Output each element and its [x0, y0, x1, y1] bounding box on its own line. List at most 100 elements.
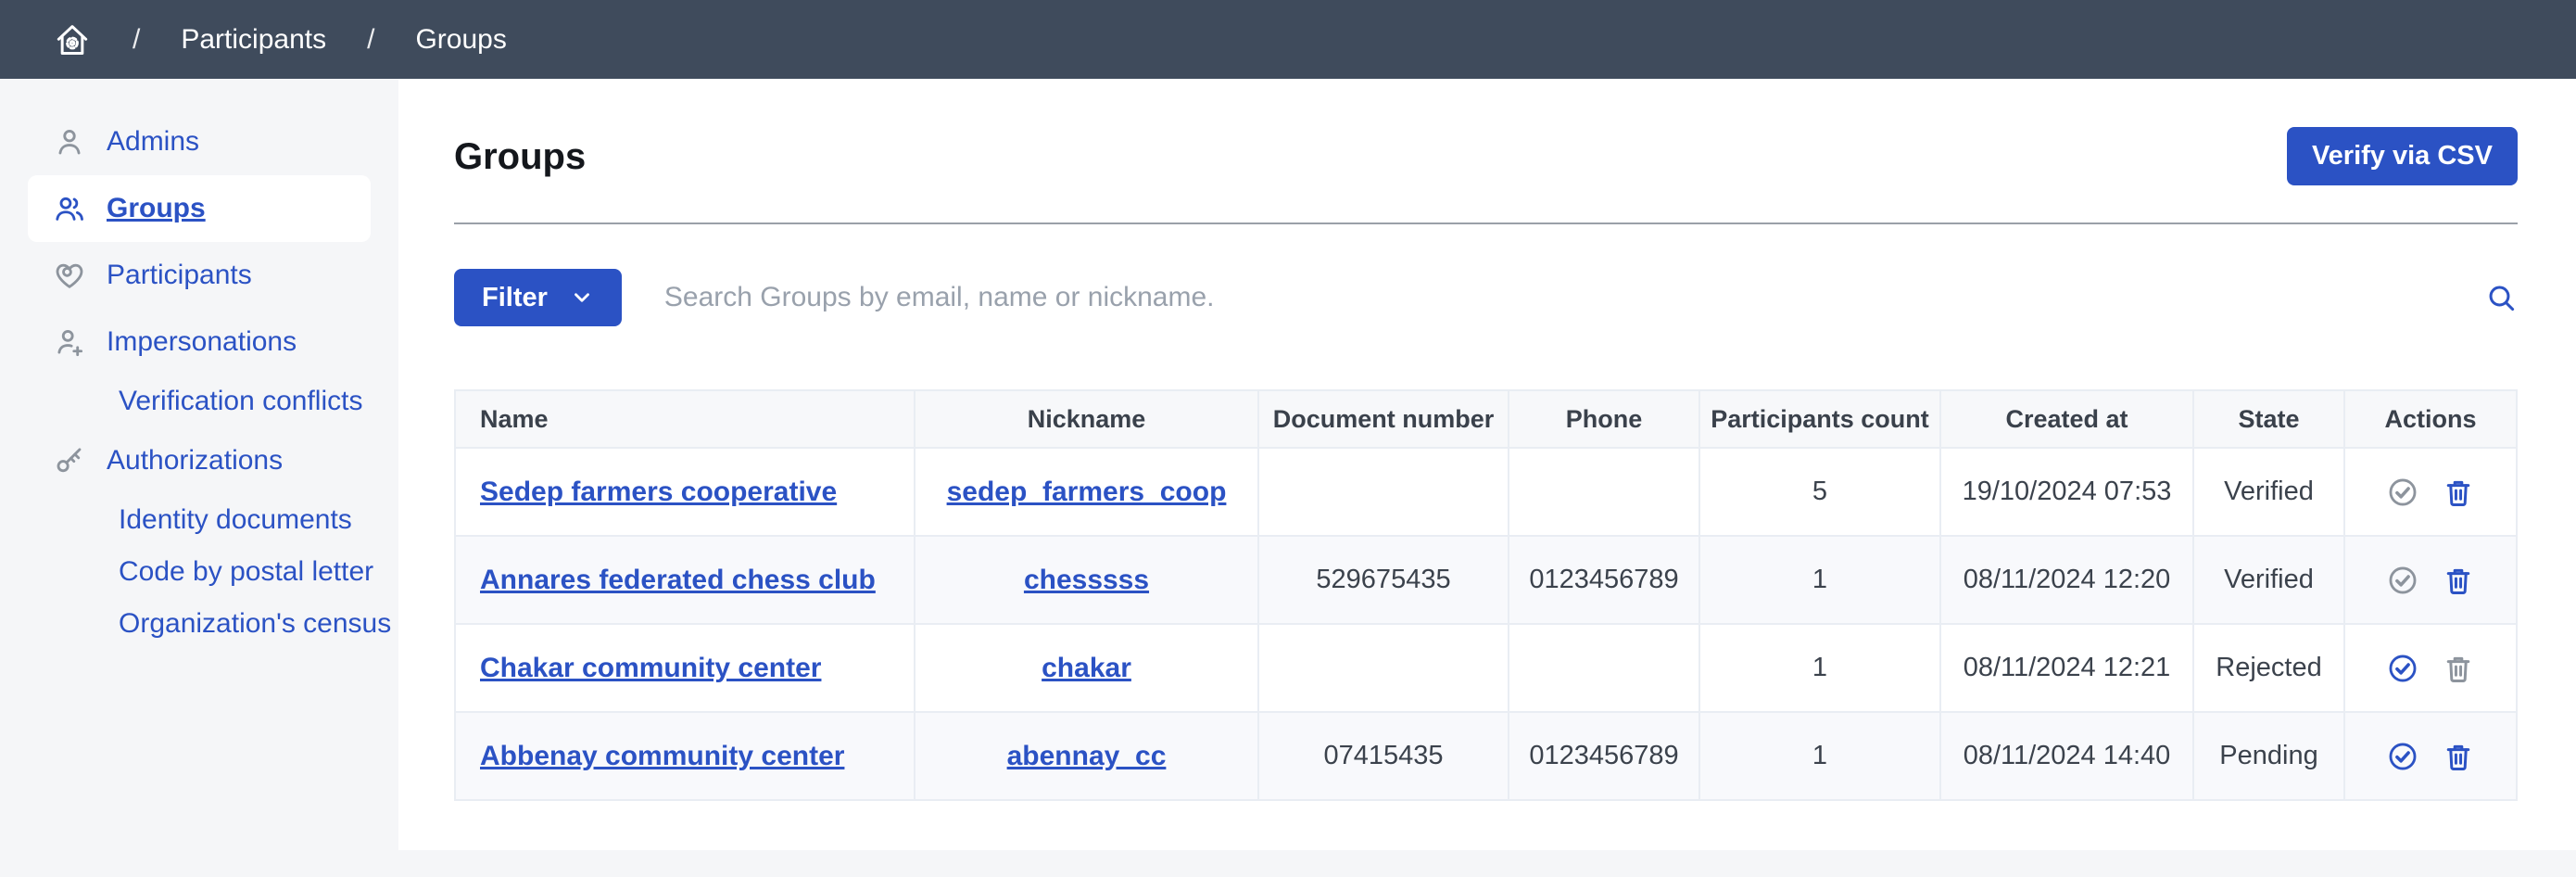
key-icon — [53, 444, 86, 477]
cell-created: 08/11/2024 12:20 — [1939, 535, 2194, 625]
sidebar-item-verification-conflicts[interactable]: Verification conflicts — [0, 375, 398, 427]
sidebar-item-label[interactable]: Participants — [107, 260, 252, 290]
cell-phone: 0123456789 — [1508, 535, 1700, 625]
cell-nickname: abennay_cc — [914, 711, 1259, 801]
user-add-icon — [53, 325, 86, 359]
cell-state: Rejected — [2192, 623, 2345, 713]
participants-count-value: 5 — [1812, 477, 1828, 506]
header-divider — [454, 222, 2518, 224]
state-value: Verified — [2224, 477, 2314, 506]
cell-document — [1257, 447, 1509, 537]
sidebar-item-authorizations[interactable]: Authorizations — [0, 427, 398, 494]
state-value: Rejected — [2216, 653, 2322, 682]
group-nickname-link[interactable]: abennay_cc — [1006, 740, 1167, 771]
column-header-document-number: Document number — [1257, 389, 1509, 449]
created-at-value: 08/11/2024 12:20 — [1963, 565, 2171, 594]
trash-icon — [2443, 565, 2474, 596]
column-header-actions: Actions — [2343, 389, 2518, 449]
verify-via-csv-button[interactable]: Verify via CSV — [2286, 127, 2518, 185]
delete-button[interactable] — [2443, 477, 2474, 508]
created-at-value: 08/11/2024 12:21 — [1963, 653, 2171, 682]
column-header-phone: Phone — [1508, 389, 1700, 449]
group-name-link[interactable]: Abbenay community center — [480, 740, 845, 771]
cell-document: 529675435 — [1257, 535, 1509, 625]
sidebar-item-participants[interactable]: Participants — [0, 242, 398, 309]
cell-nickname: chesssss — [914, 535, 1259, 625]
sidebar-item-impersonations[interactable]: Impersonations — [0, 309, 398, 375]
document-number-value: 07415435 — [1323, 741, 1444, 770]
breadcrumb-bar: / Participants / Groups — [0, 0, 2576, 79]
sidebar-item-label[interactable]: Verification conflicts — [119, 386, 363, 416]
search-button[interactable] — [2484, 281, 2518, 314]
group-name-link[interactable]: Annares federated chess club — [480, 564, 876, 595]
cell-name: Abbenay community center — [454, 711, 915, 801]
cell-created: 08/11/2024 12:21 — [1939, 623, 2194, 713]
trash-icon — [2443, 653, 2474, 684]
cell-name: Chakar community center — [454, 623, 915, 713]
cell-actions — [2343, 623, 2518, 713]
phone-value: 0123456789 — [1529, 741, 1679, 770]
cell-state: Pending — [2192, 711, 2345, 801]
delete-button[interactable] — [2443, 565, 2474, 596]
delete-button[interactable] — [2443, 741, 2474, 772]
sidebar-item-label[interactable]: Impersonations — [107, 326, 297, 357]
cell-state: Verified — [2192, 447, 2345, 537]
delete-button — [2443, 653, 2474, 684]
search-input[interactable] — [621, 269, 2484, 326]
cell-nickname: sedep_farmers_coop — [914, 447, 1259, 537]
breadcrumb-item-participants[interactable]: Participants — [181, 23, 327, 55]
row-actions — [2353, 653, 2508, 684]
cell-state: Verified — [2192, 535, 2345, 625]
check-circle-icon — [2387, 653, 2418, 684]
sidebar-item-label[interactable]: Identity documents — [119, 504, 352, 535]
sidebar-item-admins[interactable]: Admins — [0, 108, 398, 175]
sidebar-item-label[interactable]: Authorizations — [107, 445, 284, 476]
cell-phone — [1508, 447, 1700, 537]
row-actions — [2353, 477, 2508, 508]
column-header-name: Name — [454, 389, 915, 449]
sidebar-item-label[interactable]: Code by postal letter — [119, 556, 374, 587]
participants-count-value: 1 — [1812, 741, 1828, 770]
cell-actions — [2343, 447, 2518, 537]
page-title: Groups — [454, 135, 587, 177]
sidebar-item-identity-documents[interactable]: Identity documents — [0, 494, 398, 546]
sidebar-item-label[interactable]: Groups — [107, 193, 206, 223]
sidebar-item-label[interactable]: Organization's census — [119, 608, 392, 639]
sidebar-item-groups[interactable]: Groups — [28, 175, 371, 242]
cell-name: Annares federated chess club — [454, 535, 915, 625]
cell-actions — [2343, 711, 2518, 801]
user-icon — [53, 125, 86, 159]
cell-count: 5 — [1698, 447, 1941, 537]
participants-count-value: 1 — [1812, 565, 1828, 594]
cell-count: 1 — [1698, 711, 1941, 801]
sidebar-item-code-by-postal-letter[interactable]: Code by postal letter — [0, 546, 398, 598]
group-nickname-link[interactable]: chesssss — [1023, 564, 1150, 595]
check-circle-icon — [2387, 477, 2418, 508]
column-header-participants-count: Participants count — [1698, 389, 1941, 449]
row-actions — [2353, 565, 2508, 596]
breadcrumb-home[interactable] — [53, 20, 92, 59]
page-header: Groups Verify via CSV — [454, 127, 2518, 185]
verify-button — [2387, 565, 2418, 596]
cell-nickname: chakar — [914, 623, 1259, 713]
filter-button[interactable]: Filter — [454, 269, 622, 326]
group-name-link[interactable]: Sedep farmers cooperative — [480, 476, 838, 507]
verify-button[interactable] — [2387, 653, 2418, 684]
group-nickname-link[interactable]: sedep_farmers_coop — [946, 476, 1227, 507]
sidebar-item-label[interactable]: Admins — [107, 126, 200, 157]
verify-button[interactable] — [2387, 741, 2418, 772]
cell-document — [1257, 623, 1509, 713]
sidebar-item-organization-s-census[interactable]: Organization's census — [0, 598, 398, 650]
state-value: Verified — [2224, 565, 2314, 594]
group-name-link[interactable]: Chakar community center — [480, 652, 822, 683]
created-at-value: 08/11/2024 14:40 — [1963, 741, 2171, 770]
groups-table: Name Nickname Document number Phone Part… — [454, 389, 2518, 801]
cell-created: 08/11/2024 14:40 — [1939, 711, 2194, 801]
chevron-down-icon — [570, 286, 594, 310]
main-panel: Groups Verify via CSV Filter — [398, 79, 2576, 850]
breadcrumb-item-groups[interactable]: Groups — [415, 23, 507, 55]
trash-icon — [2443, 741, 2474, 772]
group-nickname-link[interactable]: chakar — [1042, 652, 1131, 683]
cell-count: 1 — [1698, 535, 1941, 625]
cell-document: 07415435 — [1257, 711, 1509, 801]
